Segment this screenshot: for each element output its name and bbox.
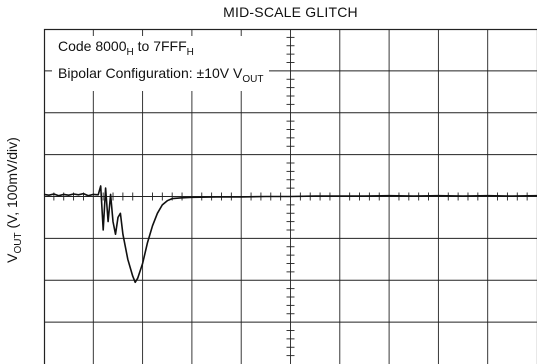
annotation-code-end-subscript: H bbox=[186, 46, 194, 58]
annotation-line-config: Bipolar Configuration: ±10V VOUT bbox=[58, 63, 263, 90]
annotation-line-code: Code 8000H to 7FFFH bbox=[58, 36, 263, 63]
annotation-code-start: Code 8000 bbox=[58, 38, 127, 54]
glitch-trace-line bbox=[43, 185, 537, 284]
plot-frame bbox=[43, 28, 537, 364]
grid-layer bbox=[43, 28, 537, 364]
annotation-config-text: Bipolar Configuration: ±10V V bbox=[58, 64, 243, 81]
annotation-code-start-subscript: H bbox=[126, 46, 134, 58]
annotation-box: Code 8000H to 7FFFH Bipolar Configuratio… bbox=[52, 36, 270, 91]
chart-title: MID-SCALE GLITCH bbox=[223, 4, 358, 20]
annotation-config-subscript: OUT bbox=[242, 73, 264, 85]
trace-layer bbox=[43, 185, 537, 284]
annotation-code-end: to 7FFF bbox=[133, 38, 187, 54]
